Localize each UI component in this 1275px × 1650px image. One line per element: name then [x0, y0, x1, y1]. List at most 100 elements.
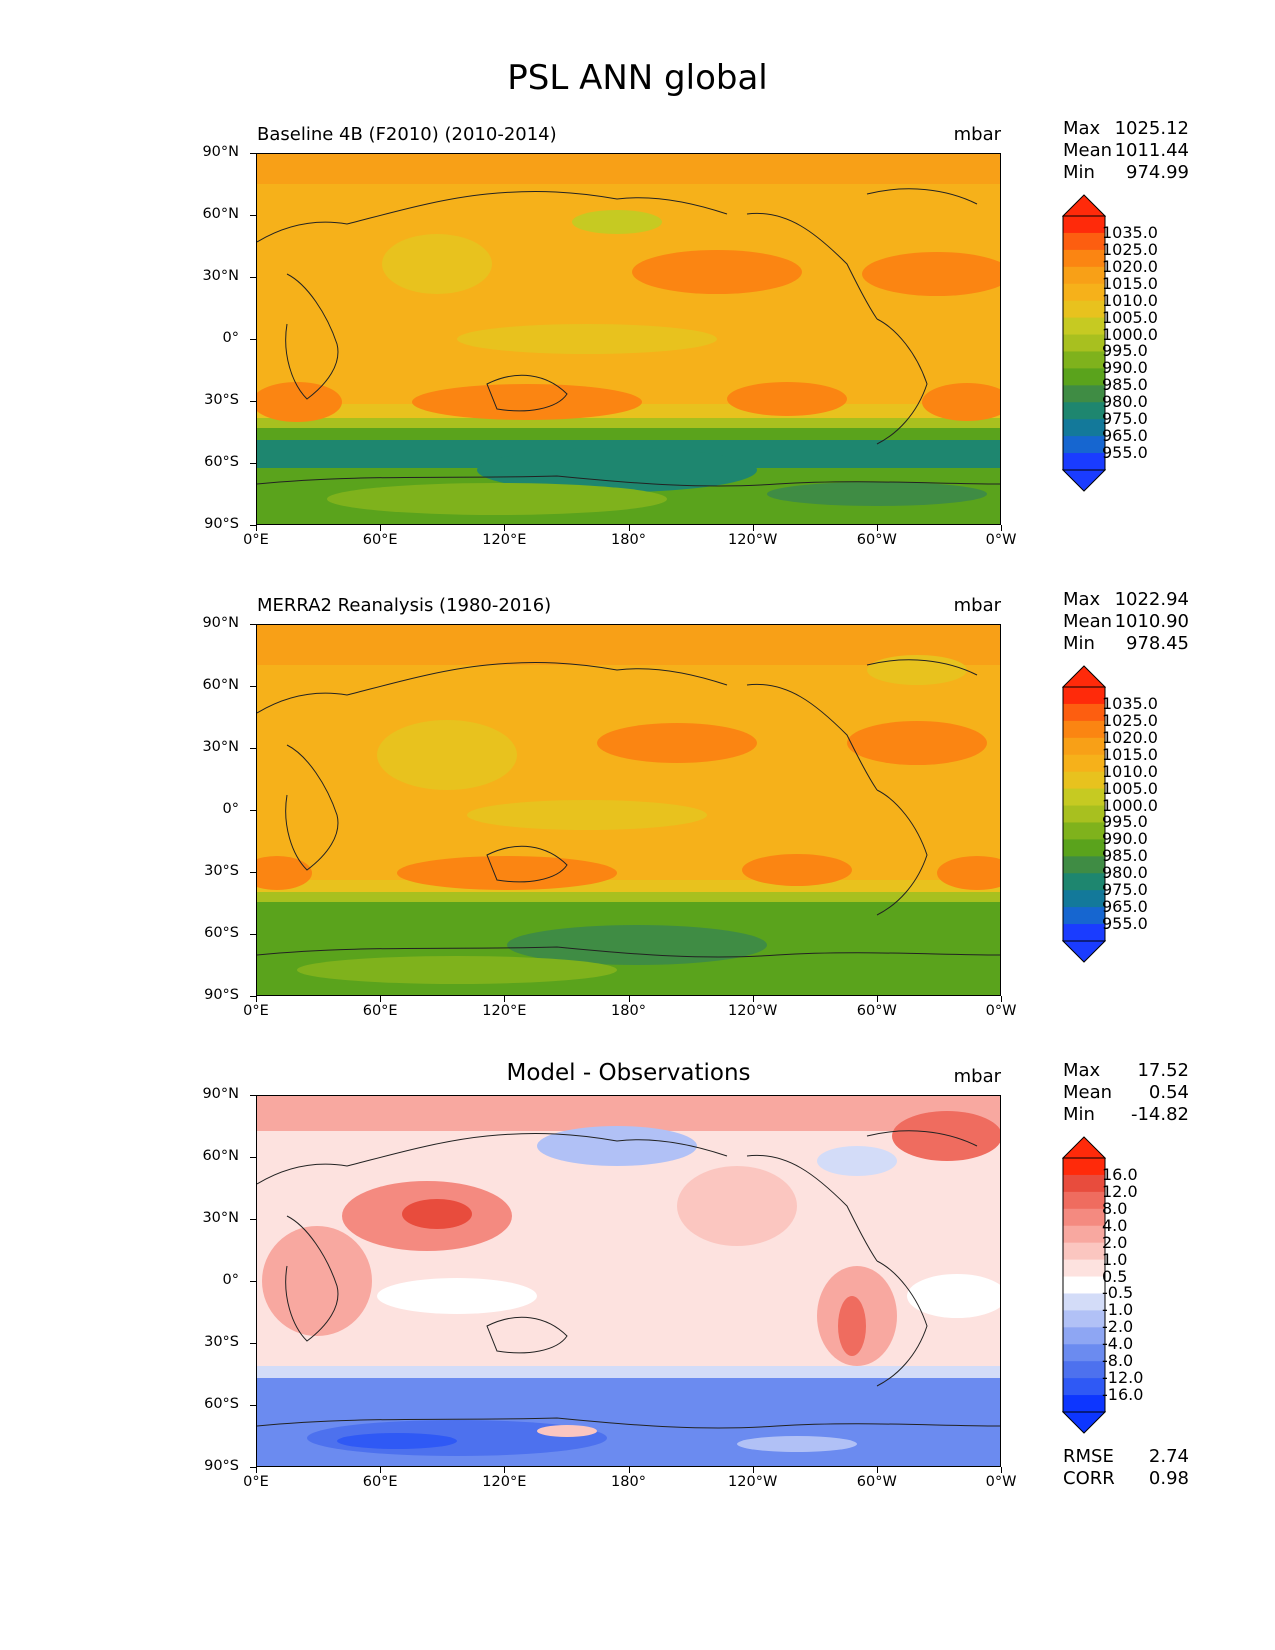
colorbar-tick-label: 1010.0	[1102, 290, 1158, 310]
lat-tick-label: 0°	[222, 330, 239, 346]
colorbar-segment	[1063, 317, 1105, 336]
lat-tick-mark	[250, 463, 256, 464]
colorbar-tick-label: 995.0	[1102, 341, 1148, 361]
colorbar-segment	[1063, 1276, 1105, 1294]
colorbar-tick-label: 985.0	[1102, 375, 1148, 395]
colorbar-tick-label: 1020.0	[1102, 727, 1158, 747]
rmse-stat: RMSE 2.74	[1063, 1446, 1189, 1467]
colorbar-segment	[1063, 771, 1105, 790]
figure-title: PSL ANN global	[507, 58, 768, 98]
lat-tick-mark	[250, 1095, 256, 1096]
lat-tick-label: 60°N	[202, 1148, 239, 1164]
colorbar-segment	[1063, 300, 1105, 319]
colorbar-tick-label: 1000.0	[1102, 324, 1158, 344]
lat-tick-mark	[250, 748, 256, 749]
lon-tick-mark	[1001, 1467, 1002, 1473]
panel-2-stat-mean: Mean 1010.90	[1063, 611, 1189, 632]
panel-3-map	[256, 1095, 1001, 1467]
lat-tick-label: 30°N	[202, 1210, 239, 1226]
lon-tick-mark	[504, 525, 506, 531]
colorbar-segment	[1063, 402, 1105, 420]
colorbar-tick-label: 1005.0	[1102, 778, 1158, 798]
colorbar-tick-label: 4.0	[1102, 1215, 1128, 1235]
lat-tick-mark	[250, 401, 256, 402]
lon-tick-label: 180°	[611, 532, 646, 548]
colorbar-tick-label: -2.0	[1102, 1317, 1134, 1337]
colorbar-tick-label: 965.0	[1102, 897, 1148, 917]
lat-tick-mark	[250, 624, 256, 625]
colorbar-segment	[1063, 788, 1105, 807]
colorbar-segment	[1063, 856, 1105, 874]
colorbar-extend-min	[1062, 1411, 1106, 1434]
lat-tick-mark	[250, 872, 256, 873]
colorbar-segment	[1063, 1310, 1105, 1328]
panel-1-colorbar	[1062, 194, 1106, 492]
panel-3-stat-max: Max 17.52	[1063, 1060, 1189, 1081]
colorbar-segment	[1063, 1208, 1105, 1227]
lat-tick-label: 30°S	[204, 1334, 239, 1350]
lon-tick-label: 60°E	[362, 532, 398, 548]
colorbar-segment	[1063, 907, 1105, 925]
lat-tick-mark	[250, 686, 256, 687]
lat-tick-mark	[250, 525, 256, 526]
lat-tick-mark	[250, 1405, 256, 1406]
panel-2-stat-max: Max 1022.94	[1063, 589, 1189, 610]
colorbar-tick-label: 995.0	[1102, 812, 1148, 832]
colorbar-segment	[1063, 283, 1105, 302]
colorbar-tick-label: 965.0	[1102, 426, 1148, 446]
lat-tick-label: 60°N	[202, 206, 239, 222]
colorbar-extend-max	[1062, 194, 1106, 217]
lat-tick-label: 60°S	[204, 1396, 239, 1412]
panel-2-colorbar	[1062, 665, 1106, 963]
lon-tick-label: 120°E	[482, 532, 527, 548]
colorbar-tick-label: -16.0	[1102, 1385, 1144, 1405]
colorbar-segment	[1063, 216, 1105, 234]
colorbar-tick-label: 955.0	[1102, 443, 1148, 463]
colorbar-segment	[1063, 232, 1105, 251]
lat-tick-mark	[250, 996, 256, 997]
colorbar-tick-label: -0.5	[1102, 1283, 1134, 1303]
lon-tick-label: 120°W	[728, 532, 778, 548]
lon-tick-mark	[876, 525, 878, 531]
lat-tick-mark	[250, 810, 256, 811]
panel-1-units: mbar	[953, 124, 1001, 145]
lon-tick-mark	[752, 525, 754, 531]
colorbar-tick-label: -1.0	[1102, 1300, 1134, 1320]
colorbar-segment	[1063, 1395, 1105, 1413]
colorbar-segment	[1063, 1327, 1105, 1345]
colorbar-segment	[1063, 805, 1105, 823]
colorbar-segment	[1063, 822, 1105, 840]
colorbar-segment	[1063, 1158, 1105, 1176]
colorbar-tick-label: 1015.0	[1102, 744, 1158, 764]
colorbar-tick-label: 2.0	[1102, 1232, 1128, 1252]
panel-3-stat-mean: Mean 0.54	[1063, 1082, 1189, 1103]
colorbar-segment	[1063, 419, 1105, 437]
lat-tick-label: 0°	[222, 1272, 239, 1288]
colorbar-tick-label: 1025.0	[1102, 239, 1158, 259]
colorbar-tick-label: 16.0	[1102, 1164, 1138, 1184]
colorbar-segment	[1063, 453, 1105, 471]
lat-tick-label: 30°N	[202, 739, 239, 755]
lon-tick-label: 60°W	[856, 532, 897, 548]
lat-tick-mark	[250, 934, 256, 935]
colorbar-tick-label: 990.0	[1102, 829, 1148, 849]
lon-tick-label: 120°E	[482, 1474, 527, 1490]
colorbar-tick-label: 985.0	[1102, 846, 1148, 866]
lat-tick-label: 30°N	[202, 268, 239, 284]
colorbar-tick-label: 980.0	[1102, 863, 1148, 883]
colorbar-tick-label: 975.0	[1102, 880, 1148, 900]
colorbar-tick-label: 1005.0	[1102, 307, 1158, 327]
colorbar-segment	[1063, 1191, 1105, 1210]
lon-tick-mark	[504, 1467, 506, 1473]
lon-tick-mark	[1001, 996, 1002, 1002]
colorbar-segment	[1063, 754, 1105, 773]
lat-tick-label: 90°S	[204, 1458, 239, 1474]
panel-2-stat-min: Min 978.45	[1063, 633, 1189, 654]
colorbar-segment	[1063, 1378, 1105, 1396]
lon-tick-label: 60°E	[362, 1003, 398, 1019]
lon-tick-mark	[1001, 525, 1002, 531]
panel-1-stat-max: Max 1025.12	[1063, 118, 1189, 139]
colorbar-segment	[1063, 687, 1105, 705]
lon-tick-mark	[628, 996, 630, 1002]
colorbar-tick-label: 1035.0	[1102, 693, 1158, 713]
